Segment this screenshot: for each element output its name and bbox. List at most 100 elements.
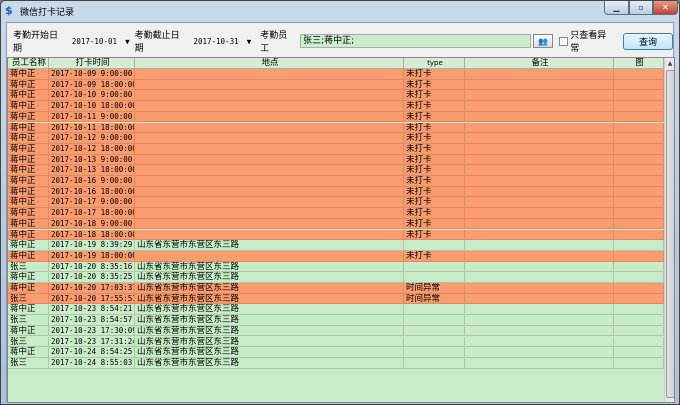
table-row[interactable]: 蒋中正 2017-10-16 18:00:00 未打卡: [8, 186, 664, 198]
image-cell[interactable]: [614, 111, 664, 123]
time-cell[interactable]: 2017-10-10 9:00:00: [49, 90, 135, 102]
remark-cell[interactable]: [465, 347, 614, 358]
time-cell[interactable]: 2017-10-16 9:00:00: [49, 176, 135, 187]
image-cell[interactable]: [614, 283, 664, 294]
table-row[interactable]: 张三 2017-10-23 8:54:57 山东省东营市东营区东三路: [8, 315, 664, 326]
location-cell[interactable]: 山东省东营市东营区东三路: [135, 272, 404, 283]
remark-cell[interactable]: [465, 208, 614, 219]
image-cell[interactable]: [614, 229, 664, 241]
table-row[interactable]: 蒋中正 2017-10-10 18:00:00 未打卡: [8, 101, 664, 112]
remark-cell[interactable]: [465, 229, 614, 241]
employee-cell[interactable]: 蒋中正: [8, 347, 49, 358]
time-cell[interactable]: 2017-10-17 9:00:00: [49, 197, 135, 209]
remark-cell[interactable]: [465, 304, 614, 316]
type-cell[interactable]: 未打卡: [404, 69, 465, 80]
column-header-type[interactable]: type: [404, 58, 465, 69]
location-cell[interactable]: [135, 111, 404, 123]
image-cell[interactable]: [614, 133, 664, 144]
table-row[interactable]: 蒋中正 2017-10-23 17:30:09 山东省东营市东营区东三路: [8, 325, 664, 337]
employee-cell[interactable]: 蒋中正: [8, 111, 49, 123]
employee-cell[interactable]: 蒋中正: [8, 304, 49, 316]
dropdown-arrow-icon[interactable]: ▼: [246, 36, 252, 46]
location-cell[interactable]: 山东省东营市东营区东三路: [135, 304, 404, 316]
table-row[interactable]: 蒋中正 2017-10-13 9:00:00 未打卡: [8, 154, 664, 166]
remark-cell[interactable]: [465, 133, 614, 144]
time-cell[interactable]: 2017-10-10 18:00:00: [49, 101, 135, 112]
remark-cell[interactable]: [465, 186, 614, 198]
employee-cell[interactable]: 蒋中正: [8, 176, 49, 187]
employee-cell[interactable]: 蒋中正: [8, 197, 49, 209]
image-cell[interactable]: [614, 208, 664, 219]
table-row[interactable]: 张三 2017-10-24 8:55:03 山东省东营市东营区东三路: [8, 357, 664, 369]
employee-cell[interactable]: 蒋中正: [8, 122, 49, 134]
employee-cell[interactable]: 张三: [8, 357, 49, 369]
image-cell[interactable]: [614, 240, 664, 251]
time-cell[interactable]: 2017-10-12 18:00:00: [49, 143, 135, 155]
remark-cell[interactable]: [465, 336, 614, 348]
image-cell[interactable]: [614, 176, 664, 187]
employee-cell[interactable]: 蒋中正: [8, 165, 49, 176]
type-cell[interactable]: 未打卡: [404, 143, 465, 155]
location-cell[interactable]: [135, 197, 404, 209]
minimize-button[interactable]: ▁: [604, 1, 629, 15]
time-cell[interactable]: 2017-10-20 8:35:16: [49, 261, 135, 273]
remark-cell[interactable]: [465, 218, 614, 230]
image-cell[interactable]: [614, 293, 664, 305]
column-header-employee[interactable]: 员工名称: [8, 58, 49, 69]
location-cell[interactable]: [135, 69, 404, 80]
time-cell[interactable]: 2017-10-09 18:00:00: [49, 79, 135, 91]
type-cell[interactable]: 未打卡: [404, 101, 465, 112]
table-row[interactable]: 张三 2017-10-23 17:31:24 山东省东营市东营区东三路: [8, 336, 664, 348]
table-row[interactable]: 蒋中正 2017-10-18 18:00:00 未打卡: [8, 229, 664, 241]
table-row[interactable]: 蒋中正 2017-10-13 18:00:00 未打卡: [8, 165, 664, 176]
column-header-image[interactable]: 图: [614, 58, 664, 69]
location-cell[interactable]: [135, 154, 404, 166]
time-cell[interactable]: 2017-10-17 18:00:00: [49, 208, 135, 219]
time-cell[interactable]: 2017-10-18 9:00:00: [49, 218, 135, 230]
location-cell[interactable]: [135, 250, 404, 262]
table-row[interactable]: 蒋中正 2017-10-19 18:00:00 未打卡: [8, 250, 664, 262]
type-cell[interactable]: 未打卡: [404, 176, 465, 187]
time-cell[interactable]: 2017-10-20 17:03:37: [49, 283, 135, 294]
type-cell[interactable]: 未打卡: [404, 133, 465, 144]
type-cell[interactable]: [404, 325, 465, 337]
remark-cell[interactable]: [465, 293, 614, 305]
location-cell[interactable]: 山东省东营市东营区东三路: [135, 347, 404, 358]
type-cell[interactable]: 未打卡: [404, 186, 465, 198]
column-header-time[interactable]: 打卡时间: [49, 58, 135, 69]
time-cell[interactable]: 2017-10-19 8:39:29: [49, 240, 135, 251]
image-cell[interactable]: [614, 250, 664, 262]
table-row[interactable]: 蒋中正 2017-10-17 9:00:00 未打卡: [8, 197, 664, 209]
table-row[interactable]: 蒋中正 2017-10-11 18:00:00 未打卡: [8, 122, 664, 134]
employee-cell[interactable]: 张三: [8, 315, 49, 326]
time-cell[interactable]: 2017-10-11 9:00:00: [49, 111, 135, 123]
remark-cell[interactable]: [465, 176, 614, 187]
image-cell[interactable]: [614, 347, 664, 358]
table-row[interactable]: 蒋中正 2017-10-16 9:00:00 未打卡: [8, 176, 664, 187]
time-cell[interactable]: 2017-10-23 17:30:09: [49, 325, 135, 337]
type-cell[interactable]: [404, 347, 465, 358]
table-row[interactable]: 蒋中正 2017-10-24 8:54:25 山东省东营市东营区东三路: [8, 347, 664, 358]
location-cell[interactable]: [135, 176, 404, 187]
image-cell[interactable]: [614, 90, 664, 102]
table-row[interactable]: 蒋中正 2017-10-20 8:35:25 山东省东营市东营区东三路: [8, 272, 664, 283]
column-header-location[interactable]: 地点: [135, 58, 404, 69]
type-cell[interactable]: 未打卡: [404, 197, 465, 209]
image-cell[interactable]: [614, 304, 664, 316]
remark-cell[interactable]: [465, 154, 614, 166]
time-cell[interactable]: 2017-10-24 8:54:25: [49, 347, 135, 358]
time-cell[interactable]: 2017-10-13 18:00:00: [49, 165, 135, 176]
employee-cell[interactable]: 蒋中正: [8, 90, 49, 102]
remark-cell[interactable]: [465, 143, 614, 155]
remark-cell[interactable]: [465, 250, 614, 262]
location-cell[interactable]: [135, 218, 404, 230]
time-cell[interactable]: 2017-10-16 18:00:00: [49, 186, 135, 198]
image-cell[interactable]: [614, 357, 664, 369]
location-cell[interactable]: 山东省东营市东营区东三路: [135, 315, 404, 326]
dropdown-arrow-icon[interactable]: ▼: [125, 36, 130, 46]
type-cell[interactable]: 未打卡: [404, 218, 465, 230]
image-cell[interactable]: [614, 79, 664, 91]
table-row[interactable]: 蒋中正 2017-10-12 9:00:00 未打卡: [8, 133, 664, 144]
type-cell[interactable]: 未打卡: [404, 165, 465, 176]
image-cell[interactable]: [614, 154, 664, 166]
